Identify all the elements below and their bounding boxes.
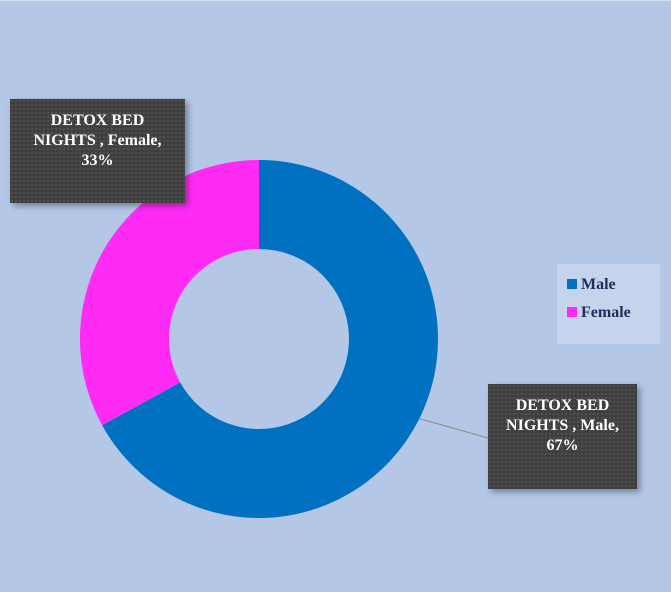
legend-label: Male bbox=[581, 276, 616, 293]
donut-slice bbox=[102, 160, 438, 518]
legend-entry: Male bbox=[567, 276, 616, 294]
legend: Male Female bbox=[557, 264, 660, 344]
data-label: DETOX BED NIGHTS , Male, 67% bbox=[488, 384, 637, 489]
legend-entry: Female bbox=[567, 304, 631, 322]
legend-swatch bbox=[567, 279, 577, 289]
legend-swatch bbox=[567, 307, 577, 317]
donut-slice bbox=[79, 159, 260, 426]
data-label: DETOX BED NIGHTS , Female, 33% bbox=[10, 99, 185, 203]
legend-label: Female bbox=[581, 304, 631, 321]
